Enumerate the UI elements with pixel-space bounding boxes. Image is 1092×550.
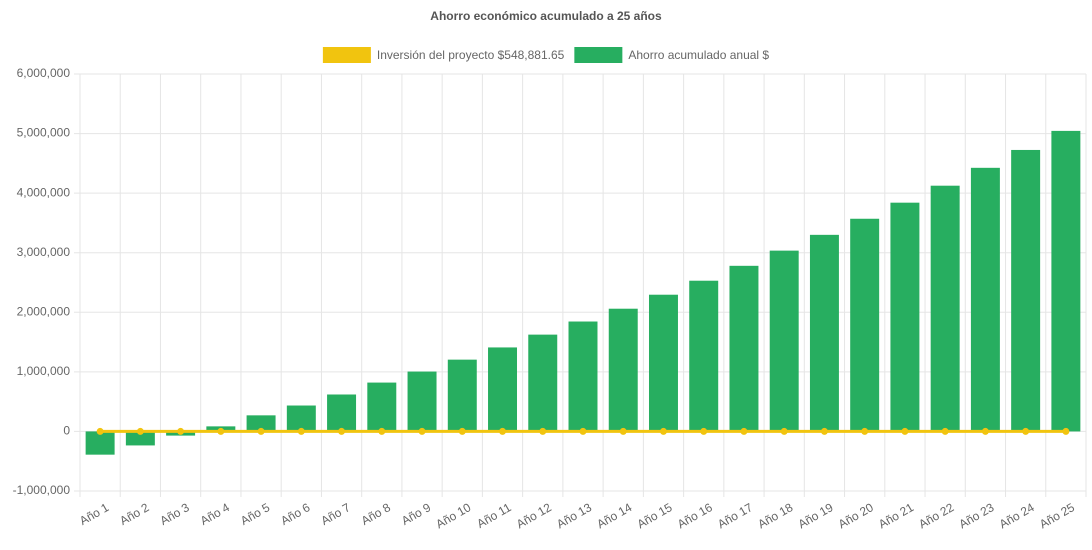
line-point xyxy=(659,427,667,435)
bar xyxy=(729,265,759,432)
line-point xyxy=(1022,427,1030,435)
line-point xyxy=(820,427,828,435)
x-tick-label: Año 4 xyxy=(198,500,232,528)
x-tick-label: Año 8 xyxy=(359,500,393,528)
bar xyxy=(407,371,437,432)
bar xyxy=(447,359,477,432)
line-point xyxy=(177,427,185,435)
x-tick-label: Año 3 xyxy=(158,500,192,528)
x-tick-label: Año 16 xyxy=(675,500,715,531)
line-point xyxy=(941,427,949,435)
x-tick-label: Año 5 xyxy=(238,500,272,528)
bar xyxy=(689,280,719,432)
x-tick-label: Año 7 xyxy=(318,500,352,528)
y-tick-label: 0 xyxy=(63,424,70,438)
x-tick-label: Año 21 xyxy=(876,500,916,531)
line-point xyxy=(499,427,507,435)
line-point xyxy=(740,427,748,435)
y-tick-label: 5,000,000 xyxy=(17,126,71,140)
legend-swatch xyxy=(322,47,371,63)
x-tick-label: Año 10 xyxy=(433,500,473,531)
bar xyxy=(850,218,880,432)
bar xyxy=(1011,149,1041,432)
bar xyxy=(246,415,276,432)
line-point xyxy=(257,427,265,435)
x-tick-label: Año 9 xyxy=(399,500,433,528)
line-point xyxy=(418,427,426,435)
bar xyxy=(648,294,678,432)
x-tick-label: Año 20 xyxy=(836,500,876,531)
x-tick-label: Año 1 xyxy=(77,500,111,528)
line-point xyxy=(297,427,305,435)
x-tick-label: Año 14 xyxy=(594,500,634,531)
bar xyxy=(85,431,115,455)
bar xyxy=(327,394,357,432)
y-tick-label: 6,000,000 xyxy=(17,66,71,80)
x-tick-label: Año 11 xyxy=(474,500,513,531)
bar xyxy=(930,185,960,432)
y-tick-label: 2,000,000 xyxy=(17,304,71,318)
y-tick-label: 1,000,000 xyxy=(17,364,71,378)
bar xyxy=(608,308,638,432)
x-tick-label: Año 24 xyxy=(997,500,1037,531)
x-tick-label: Año 12 xyxy=(514,500,554,531)
line-point xyxy=(458,427,466,435)
x-tick-label: Año 6 xyxy=(278,500,312,528)
line-point xyxy=(1062,427,1070,435)
line-point xyxy=(700,427,708,435)
bar xyxy=(769,250,799,432)
line-point xyxy=(981,427,989,435)
bar xyxy=(809,234,839,432)
line-point xyxy=(901,427,909,435)
line-point xyxy=(217,427,225,435)
x-tick-label: Año 22 xyxy=(916,500,956,531)
x-tick-label: Año 13 xyxy=(554,500,594,531)
line-point xyxy=(378,427,386,435)
x-tick-label: Año 2 xyxy=(117,500,151,528)
bar xyxy=(890,202,920,432)
chart-title: Ahorro económico acumulado a 25 años xyxy=(430,9,662,23)
line-point xyxy=(338,427,346,435)
x-tick-label: Año 23 xyxy=(957,500,997,531)
bar xyxy=(488,347,518,432)
legend-label: Ahorro acumulado anual $ xyxy=(628,48,769,62)
line-point xyxy=(861,427,869,435)
legend-item: Inversión del proyecto $548,881.65 xyxy=(322,47,565,63)
x-tick-label: Año 19 xyxy=(796,500,836,531)
x-tick-label: Año 18 xyxy=(755,500,795,531)
bar xyxy=(568,321,598,432)
legend-item: Ahorro acumulado anual $ xyxy=(574,47,769,63)
y-tick-label: 3,000,000 xyxy=(17,245,71,259)
x-tick-label: Año 17 xyxy=(715,500,755,531)
line-point xyxy=(579,427,587,435)
line-point xyxy=(780,427,788,435)
y-tick-label: 4,000,000 xyxy=(17,185,71,199)
bar xyxy=(528,334,558,432)
line-point xyxy=(619,427,627,435)
bar xyxy=(970,167,1000,432)
bar xyxy=(125,431,155,446)
bar xyxy=(1051,130,1081,432)
legend-swatch xyxy=(574,47,623,63)
x-tick-label: Año 25 xyxy=(1037,500,1077,531)
x-tick-label: Año 15 xyxy=(635,500,675,531)
legend-label: Inversión del proyecto $548,881.65 xyxy=(377,48,565,62)
line-point xyxy=(539,427,547,435)
bar xyxy=(286,405,316,432)
line-point xyxy=(96,427,104,435)
bar xyxy=(367,382,397,432)
y-tick-label: -1,000,000 xyxy=(13,483,71,497)
line-point xyxy=(136,427,144,435)
